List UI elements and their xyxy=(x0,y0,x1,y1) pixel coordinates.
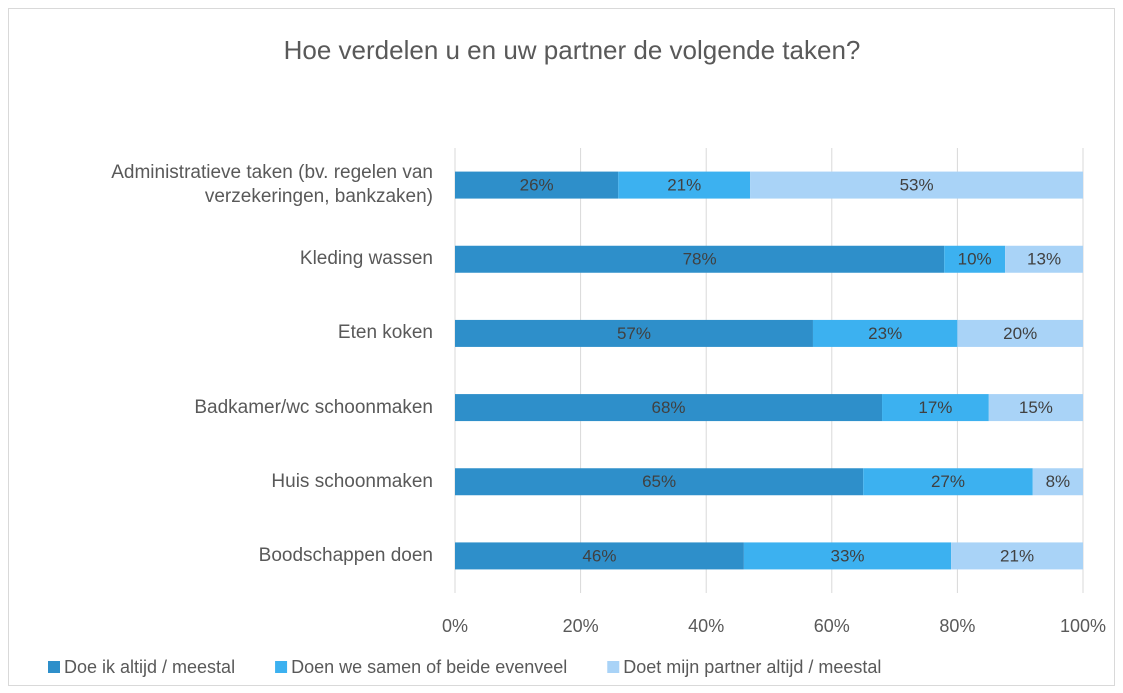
category-label: Administratieve taken (bv. regelen van v… xyxy=(111,162,433,208)
data-label: 27% xyxy=(931,472,965,491)
bar-segment xyxy=(455,394,883,422)
legend-label: Doet mijn partner altijd / meestal xyxy=(623,657,881,677)
x-tick-label: 0% xyxy=(442,616,468,636)
data-label: 21% xyxy=(667,176,701,195)
data-label: 26% xyxy=(520,176,554,195)
data-label: 78% xyxy=(683,250,717,269)
bar-segment xyxy=(455,245,945,273)
bar-segment xyxy=(951,542,1083,570)
bar-segment xyxy=(1032,468,1083,496)
bar-segment xyxy=(455,171,619,199)
data-label: 13% xyxy=(1027,250,1061,269)
data-label: 20% xyxy=(1003,324,1037,343)
data-label: 10% xyxy=(958,250,992,269)
category-label: Eten koken xyxy=(337,322,433,344)
category-label: Badkamer/wc schoonmaken xyxy=(194,396,433,418)
x-tick-label: 40% xyxy=(688,616,724,636)
data-label: 17% xyxy=(918,398,952,417)
bar-segment xyxy=(455,468,864,496)
chart-border xyxy=(8,8,1115,686)
legend-swatch xyxy=(607,661,620,673)
x-tick-label: 20% xyxy=(563,616,599,636)
legend-label: Doen we samen of beide evenveel xyxy=(291,657,567,677)
bar-segment xyxy=(988,394,1083,422)
data-label: 33% xyxy=(830,546,864,565)
data-label: 57% xyxy=(617,324,651,343)
bar-segment xyxy=(957,319,1083,347)
category-label: Kleding wassen xyxy=(299,248,433,270)
data-label: 21% xyxy=(1000,546,1034,565)
data-label: 68% xyxy=(652,398,686,417)
category-label: Huis schoonmaken xyxy=(271,470,433,492)
data-label: 23% xyxy=(868,324,902,343)
bar-segment xyxy=(743,542,952,570)
bar-segment xyxy=(863,468,1033,496)
data-label: 53% xyxy=(900,176,934,195)
bar-segment xyxy=(812,319,958,347)
bar-segment xyxy=(455,542,744,570)
bar-segment xyxy=(944,245,1006,273)
legend-label: Doe ik altijd / meestal xyxy=(64,657,235,677)
x-tick-label: 80% xyxy=(939,616,975,636)
bar-segment xyxy=(455,319,813,347)
bar-segment xyxy=(882,394,989,422)
chart-title: Hoe verdelen u en uw partner de volgende… xyxy=(284,35,861,65)
bar-segment xyxy=(750,171,1083,199)
x-tick-label: 100% xyxy=(1060,616,1106,636)
data-label: 65% xyxy=(642,472,676,491)
bar-segment xyxy=(618,171,751,199)
data-label: 15% xyxy=(1019,398,1053,417)
category-label: Boodschappen doen xyxy=(258,544,433,566)
x-tick-label: 60% xyxy=(814,616,850,636)
data-label: 46% xyxy=(582,546,616,565)
legend-swatch xyxy=(48,661,60,673)
legend-swatch xyxy=(275,661,288,673)
bar-segment xyxy=(1005,245,1083,273)
data-label: 8% xyxy=(1046,472,1071,491)
